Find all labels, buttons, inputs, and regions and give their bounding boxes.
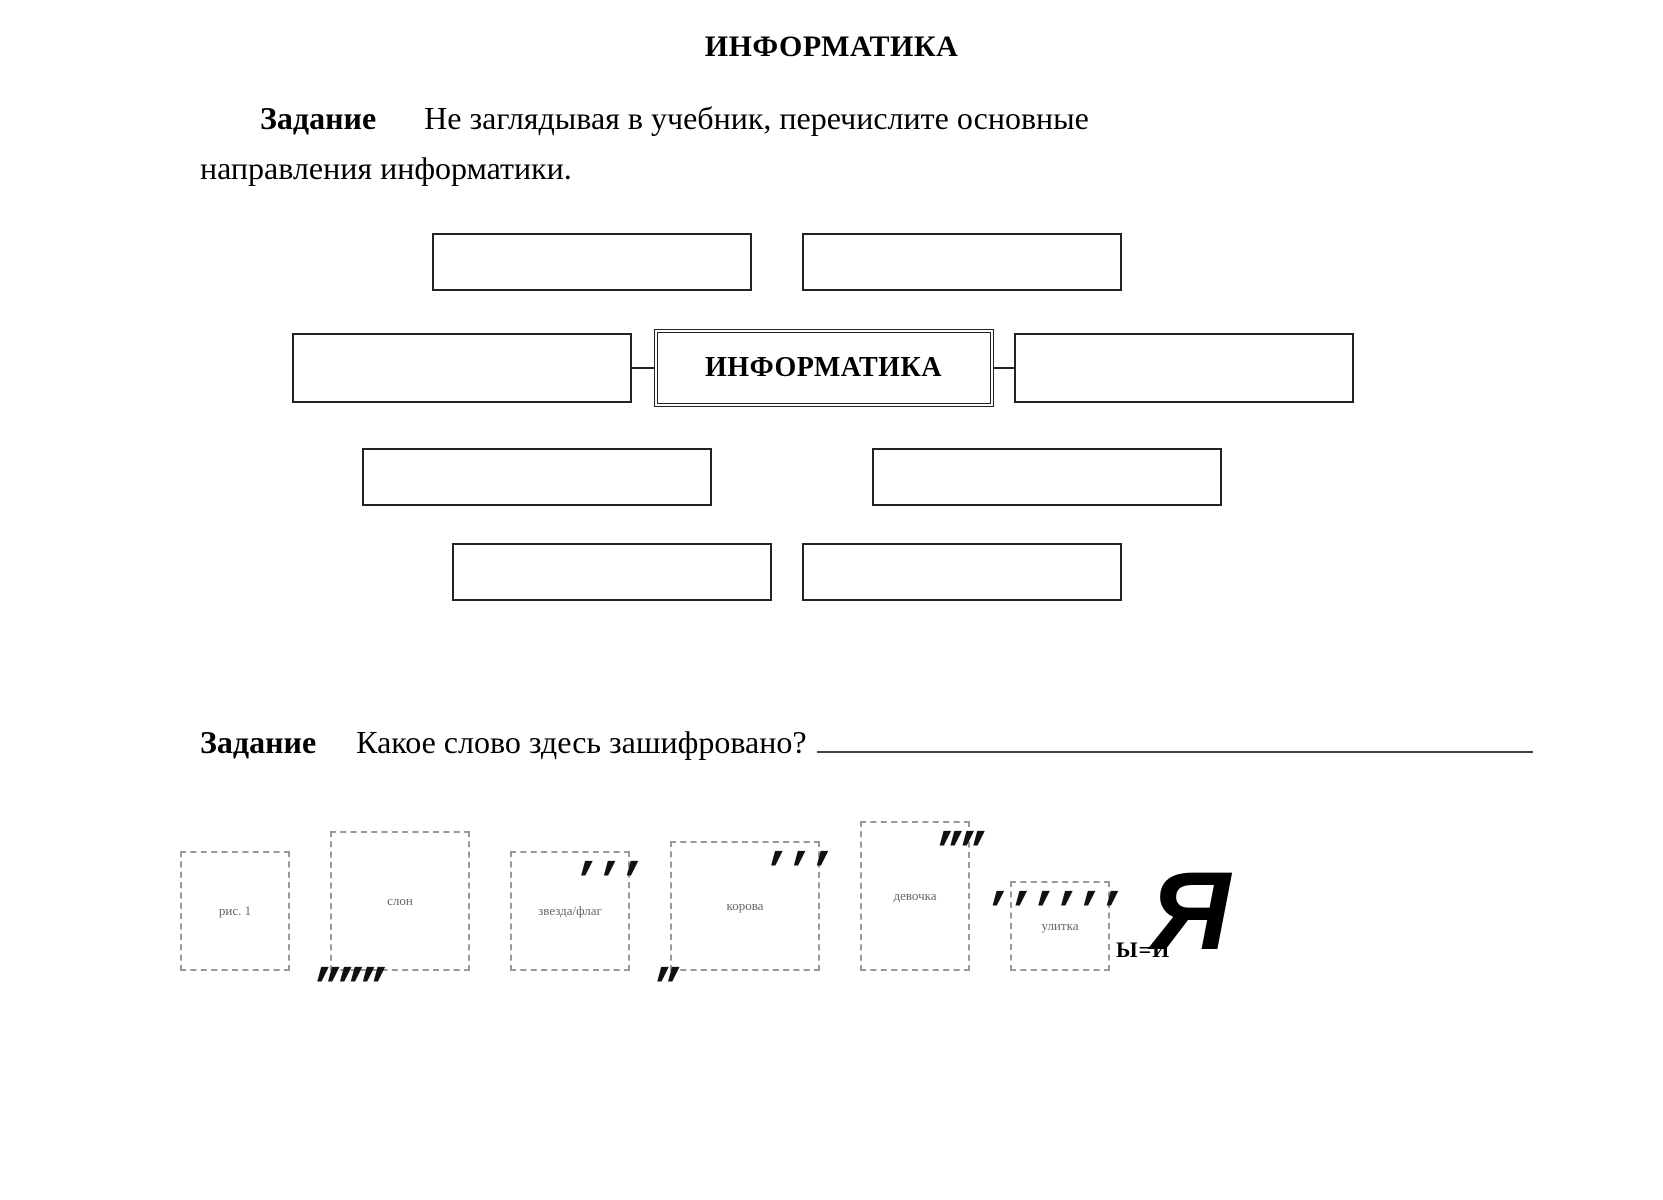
task1-text-line2: направления информатики. [200, 144, 1533, 194]
diagram-box-row2-right[interactable] [1014, 333, 1354, 403]
diagram-box-row1-right[interactable] [802, 233, 1122, 291]
task1-text-line1: Не заглядывая в учебник, перечислите осн… [424, 100, 1089, 136]
task2-answer-line[interactable] [817, 718, 1533, 753]
task2-block: Задание Какое слово здесь зашифровано? [0, 718, 1663, 761]
diagram-box-row3-right[interactable] [872, 448, 1222, 506]
page-title: ИНФОРМАТИКА [0, 0, 1663, 94]
commas-bottom-left: „ [654, 947, 677, 976]
task2-text: Какое слово здесь зашифровано? [356, 724, 806, 761]
diagram-box-row4-right[interactable] [802, 543, 1122, 601]
rebus-cell-picture-1: рис. 1 [180, 851, 290, 971]
diagram-central-box: ИНФОРМАТИКА [654, 329, 994, 407]
rebus-cell-picture-elephant: слон„„„ [330, 831, 470, 971]
rebus-cell-picture-girl: девочка„„ [860, 821, 970, 971]
picture-1-image: рис. 1 [180, 851, 290, 971]
task1-block: Задание Не заглядывая в учебник, перечис… [0, 94, 1663, 193]
rebus-row: рис. 1 слон„„„ звезда/флаг‚‚‚ корова‚‚‚„ дев… [0, 821, 1663, 971]
rebus-cell-letter-ya: Я [1150, 857, 1230, 971]
commas-top-right: „„ [936, 811, 982, 840]
commas-top-right: ‚‚‚ [764, 831, 832, 860]
commas-top-right: ‚‚‚ [574, 841, 642, 870]
diagram-box-row1-left[interactable] [432, 233, 752, 291]
connector-stub-0 [632, 367, 654, 369]
diagram-box-row3-left[interactable] [362, 448, 712, 506]
task2-label: Задание [200, 724, 316, 761]
commas-top-right: ‚‚‚‚‚‚ [985, 871, 1122, 900]
diagram-box-row4-left[interactable] [452, 543, 772, 601]
commas-bottom-left: „„„ [314, 947, 382, 976]
rebus-cell-picture-star: звезда/флаг‚‚‚ [510, 851, 630, 971]
rebus-cell-picture-snail: улитка‚‚‚‚‚‚Ы=И [1010, 881, 1110, 971]
connector-stub-1 [994, 367, 1014, 369]
task1-label: Задание [260, 100, 376, 136]
task1-prompt: Задание Не заглядывая в учебник, перечис… [200, 94, 1533, 144]
rebus-letter: Я [1150, 857, 1230, 971]
rebus-cell-picture-cow: корова‚‚‚„ [670, 841, 820, 971]
diagram-box-row2-left[interactable] [292, 333, 632, 403]
diagram-container: ИНФОРМАТИКА [292, 233, 1372, 663]
